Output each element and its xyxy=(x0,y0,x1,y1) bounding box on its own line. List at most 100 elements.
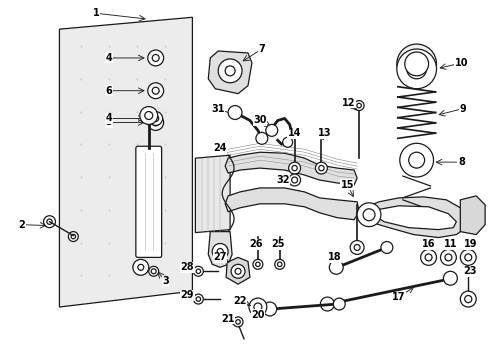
Circle shape xyxy=(217,248,223,255)
Circle shape xyxy=(356,103,361,108)
Text: 13: 13 xyxy=(317,129,330,138)
Circle shape xyxy=(464,296,471,303)
Circle shape xyxy=(193,294,203,304)
Text: 16: 16 xyxy=(421,239,434,249)
Circle shape xyxy=(255,132,267,144)
Circle shape xyxy=(224,66,235,76)
Text: 9: 9 xyxy=(459,104,466,113)
Text: 31: 31 xyxy=(211,104,224,113)
Circle shape xyxy=(291,177,297,183)
Text: 8: 8 xyxy=(457,157,464,167)
Circle shape xyxy=(288,162,300,174)
Circle shape xyxy=(144,112,152,120)
Text: 21: 21 xyxy=(221,314,234,324)
Circle shape xyxy=(147,50,163,66)
FancyBboxPatch shape xyxy=(136,146,162,257)
Circle shape xyxy=(140,107,157,125)
Text: 4: 4 xyxy=(105,53,112,63)
Circle shape xyxy=(233,317,243,327)
Circle shape xyxy=(291,165,297,171)
Circle shape xyxy=(148,112,163,125)
Text: 32: 32 xyxy=(275,175,289,185)
Circle shape xyxy=(152,119,159,126)
Circle shape xyxy=(396,44,436,84)
Circle shape xyxy=(265,125,277,136)
Circle shape xyxy=(235,268,241,274)
Circle shape xyxy=(444,254,451,261)
Circle shape xyxy=(147,114,163,130)
Circle shape xyxy=(43,216,55,228)
Text: 24: 24 xyxy=(213,143,226,153)
Circle shape xyxy=(356,203,380,227)
Circle shape xyxy=(231,264,244,278)
Circle shape xyxy=(349,240,364,255)
Text: 17: 17 xyxy=(391,292,405,302)
Text: 29: 29 xyxy=(181,290,194,300)
Text: 27: 27 xyxy=(213,252,226,262)
Circle shape xyxy=(148,266,158,276)
Circle shape xyxy=(404,52,427,76)
Polygon shape xyxy=(364,197,468,238)
Circle shape xyxy=(253,303,262,311)
Text: 4: 4 xyxy=(105,113,112,123)
Circle shape xyxy=(274,260,284,269)
Text: 26: 26 xyxy=(249,239,262,249)
Text: 7: 7 xyxy=(258,44,264,54)
Circle shape xyxy=(228,105,242,120)
Circle shape xyxy=(396,49,436,89)
Text: 22: 22 xyxy=(233,296,246,306)
Circle shape xyxy=(248,298,266,316)
Circle shape xyxy=(459,249,475,265)
Text: 30: 30 xyxy=(253,116,266,126)
Circle shape xyxy=(147,83,163,99)
Text: 23: 23 xyxy=(463,266,476,276)
Circle shape xyxy=(353,100,364,111)
Circle shape xyxy=(151,269,156,274)
Text: 25: 25 xyxy=(270,239,284,249)
Circle shape xyxy=(408,152,424,168)
Circle shape xyxy=(47,219,52,224)
Circle shape xyxy=(380,242,392,253)
Text: 6: 6 xyxy=(105,86,112,96)
Text: 11: 11 xyxy=(443,239,456,249)
Circle shape xyxy=(68,231,78,242)
Circle shape xyxy=(353,244,359,251)
Circle shape xyxy=(133,260,148,275)
Text: 10: 10 xyxy=(454,58,467,68)
Circle shape xyxy=(399,143,433,177)
Circle shape xyxy=(459,291,475,307)
Polygon shape xyxy=(208,51,251,94)
Circle shape xyxy=(464,254,471,261)
Text: 18: 18 xyxy=(327,252,341,262)
Circle shape xyxy=(196,297,200,301)
Text: 19: 19 xyxy=(463,239,476,249)
Circle shape xyxy=(318,165,324,171)
Circle shape xyxy=(152,87,159,94)
Circle shape xyxy=(71,234,76,239)
Circle shape xyxy=(152,116,158,121)
Circle shape xyxy=(315,162,326,174)
Polygon shape xyxy=(224,188,358,220)
Text: 12: 12 xyxy=(342,98,355,108)
Text: 1: 1 xyxy=(93,8,100,18)
Polygon shape xyxy=(224,152,356,185)
Circle shape xyxy=(193,266,203,276)
Circle shape xyxy=(420,249,436,265)
Polygon shape xyxy=(60,17,192,307)
Circle shape xyxy=(320,297,334,311)
Polygon shape xyxy=(195,155,230,233)
Circle shape xyxy=(138,264,143,270)
Circle shape xyxy=(218,59,242,83)
Circle shape xyxy=(288,174,300,186)
Text: 3: 3 xyxy=(162,276,169,286)
Polygon shape xyxy=(459,196,484,235)
Circle shape xyxy=(443,271,456,285)
Circle shape xyxy=(333,298,345,310)
Circle shape xyxy=(235,320,240,324)
Circle shape xyxy=(328,260,343,274)
Polygon shape xyxy=(208,231,232,267)
Text: 20: 20 xyxy=(251,310,264,320)
Circle shape xyxy=(362,209,374,221)
Text: 28: 28 xyxy=(180,262,194,272)
Circle shape xyxy=(277,262,282,266)
